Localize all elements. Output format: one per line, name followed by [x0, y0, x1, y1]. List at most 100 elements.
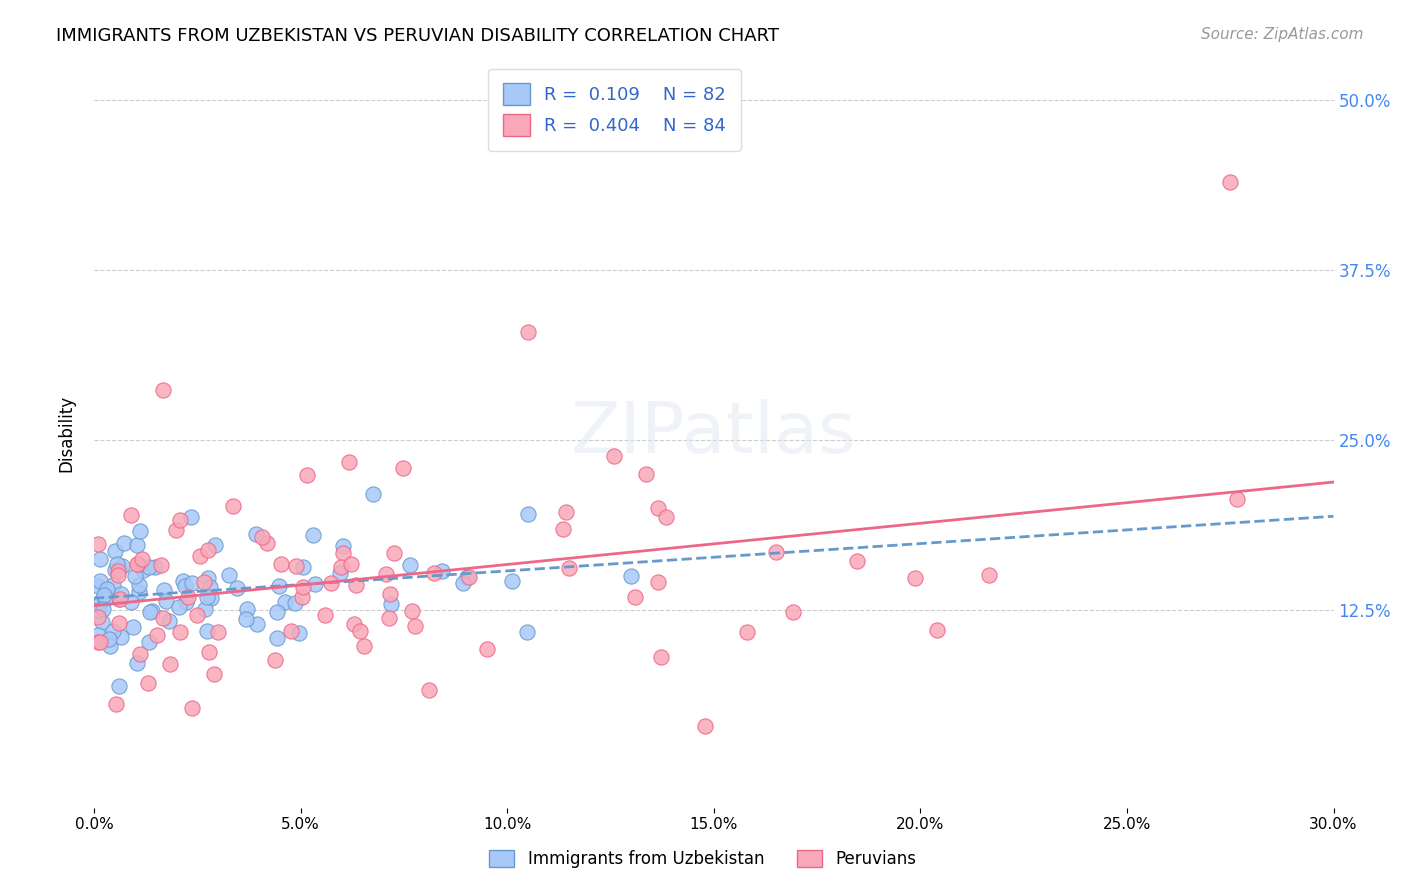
Legend: R =  0.109    N = 82, R =  0.404    N = 84: R = 0.109 N = 82, R = 0.404 N = 84 [488, 69, 741, 151]
Point [344, 578, 367, 592]
Point [267, 579, 290, 593]
Point [193, 574, 215, 589]
Point [169, 625, 191, 640]
Point [195, 590, 218, 604]
Point [108, 592, 131, 607]
Point [451, 575, 474, 590]
Point [343, 616, 366, 631]
Point [516, 325, 538, 339]
Point [87, 603, 110, 617]
Point [139, 605, 162, 619]
Point [98, 632, 121, 647]
Point [551, 522, 574, 536]
Point [246, 617, 269, 632]
Point [329, 566, 352, 580]
Point [319, 576, 342, 591]
Point [136, 676, 159, 690]
Point [925, 624, 948, 638]
Point [314, 608, 336, 623]
Point [159, 657, 181, 672]
Point [250, 530, 273, 544]
Point [177, 591, 200, 605]
Point [198, 580, 221, 594]
Point [332, 539, 354, 553]
Point [404, 619, 426, 633]
Point [110, 630, 132, 644]
Point [101, 624, 124, 638]
Point [89, 634, 111, 648]
Point [399, 558, 422, 573]
Point [172, 574, 194, 588]
Point [475, 641, 498, 656]
Point [264, 653, 287, 667]
Point [157, 614, 180, 628]
Text: IMMIGRANTS FROM UZBEKISTAN VS PERUVIAN DISABILITY CORRELATION CHART: IMMIGRANTS FROM UZBEKISTAN VS PERUVIAN D… [56, 27, 779, 45]
Point [650, 650, 672, 665]
Point [101, 578, 124, 592]
Point [169, 513, 191, 527]
Point [391, 461, 413, 475]
Point [418, 682, 440, 697]
Point [197, 542, 219, 557]
Point [284, 596, 307, 610]
Point [235, 612, 257, 626]
Point [1226, 491, 1249, 506]
Point [603, 449, 626, 463]
Point [737, 625, 759, 640]
Point [845, 554, 868, 568]
Point [558, 561, 581, 575]
Point [87, 537, 110, 551]
Point [266, 605, 288, 619]
Point [423, 566, 446, 580]
Point [127, 557, 149, 571]
Point [89, 574, 111, 588]
Point [270, 558, 292, 572]
Point [152, 610, 174, 624]
Point [516, 625, 538, 640]
Point [200, 591, 222, 605]
Text: Source: ZipAtlas.com: Source: ZipAtlas.com [1201, 27, 1364, 42]
Point [87, 635, 110, 649]
Point [291, 591, 314, 605]
Point [430, 564, 453, 578]
Point [138, 635, 160, 649]
Point [110, 558, 132, 573]
Point [89, 552, 111, 566]
Point [384, 546, 406, 560]
Point [87, 579, 110, 593]
Point [174, 595, 197, 609]
Point [623, 591, 645, 605]
Point [655, 510, 678, 524]
Point [105, 557, 128, 571]
Point [129, 647, 152, 661]
Point [87, 627, 110, 641]
Point [273, 595, 295, 609]
Point [155, 594, 177, 608]
Point [90, 593, 112, 607]
Point [620, 569, 643, 583]
Point [128, 585, 150, 599]
Point [120, 594, 142, 608]
Point [174, 579, 197, 593]
Point [128, 578, 150, 592]
Point [256, 536, 278, 550]
Point [93, 602, 115, 616]
Point [190, 549, 212, 563]
Text: ZIPatlas: ZIPatlas [571, 399, 856, 468]
Point [353, 639, 375, 653]
Point [349, 624, 371, 638]
Point [181, 575, 204, 590]
Point [110, 587, 132, 601]
Point [204, 538, 226, 552]
Point [195, 624, 218, 638]
Point [93, 588, 115, 602]
Point [225, 581, 247, 595]
Point [245, 527, 267, 541]
Point [153, 583, 176, 598]
Point [287, 626, 309, 640]
Point [122, 620, 145, 634]
Point [456, 570, 478, 584]
Point [330, 559, 353, 574]
Point [146, 628, 169, 642]
Point [1219, 175, 1241, 189]
